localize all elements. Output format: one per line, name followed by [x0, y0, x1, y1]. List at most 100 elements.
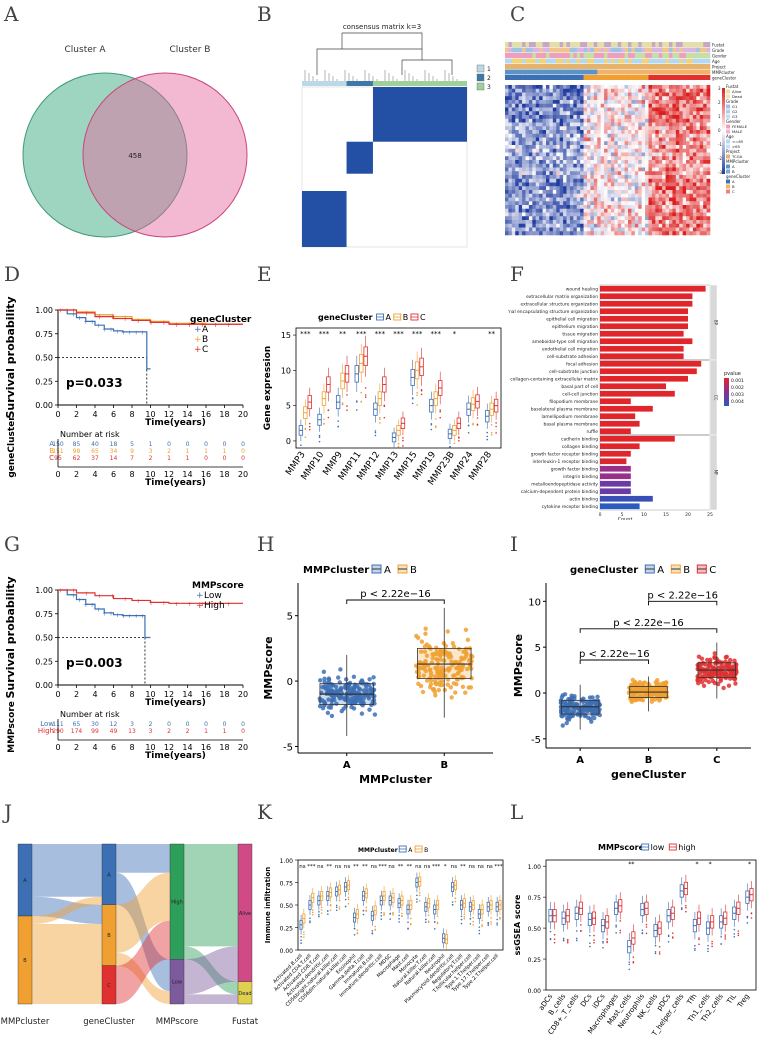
- heatmap-cell: [675, 205, 680, 210]
- annotation-cell: [699, 42, 704, 47]
- comparison-pvalue: p < 2.22e−16: [613, 618, 684, 629]
- heatmap-cell: [542, 145, 547, 150]
- heatmap-cell: [665, 126, 670, 131]
- heatmap-cell: [528, 126, 533, 131]
- km-curve-low: [58, 589, 151, 639]
- heatmap-cell: [679, 130, 683, 135]
- annotation-cell: [634, 75, 639, 80]
- box-outlier: [602, 942, 604, 944]
- annotation-cell: [648, 53, 653, 58]
- annotation-cell: [511, 75, 516, 80]
- heatmap-cell: [542, 103, 547, 108]
- heatmap-cell: [604, 103, 608, 108]
- heatmap-cell: [532, 96, 537, 101]
- heatmap-cell: [692, 111, 697, 116]
- heatmap-cell: [614, 193, 619, 198]
- heatmap-cell: [645, 208, 649, 213]
- km-xtick-label: 0: [55, 690, 60, 699]
- heatmap-cell: [645, 85, 649, 90]
- data-point: [733, 681, 738, 686]
- heatmap-cell: [703, 141, 707, 146]
- heatmap-cell: [546, 85, 550, 90]
- heatmap-cell: [593, 88, 598, 93]
- heatmap-cell: [525, 208, 530, 213]
- heatmap-cell: [600, 208, 605, 213]
- heatmap-cell: [566, 156, 571, 161]
- heatmap-cell: [607, 88, 612, 93]
- annotation-cell: [662, 47, 666, 53]
- annotation-cell: [569, 64, 574, 69]
- annotation-cell: [686, 53, 690, 58]
- heatmap-cell: [505, 156, 509, 161]
- heatmap-cell: [593, 190, 598, 195]
- heatmap-cell: [583, 186, 588, 191]
- heatmap-cell: [528, 205, 533, 210]
- box-outlier: [418, 892, 421, 894]
- risk-row-name: High: [38, 727, 54, 735]
- heatmap-cell: [559, 103, 564, 108]
- bar: [600, 420, 640, 427]
- heatmap-cell: [617, 130, 622, 135]
- heatmap-cell: [641, 205, 646, 210]
- heatmap-cell: [566, 96, 571, 101]
- heatmap-cell: [672, 205, 677, 210]
- annotation-cell: [587, 75, 591, 80]
- heatmap-cell: [566, 88, 571, 93]
- annotation-cell: [583, 75, 588, 80]
- significance-label: **: [362, 864, 368, 870]
- heatmap-cell: [569, 137, 574, 142]
- heatmap-cell: [593, 175, 598, 180]
- heatmap-cell: [610, 208, 615, 213]
- heatmap-cell: [682, 141, 687, 146]
- heatmap-cell: [617, 227, 622, 232]
- heatmap-cell: [703, 175, 707, 180]
- heatmap-cell: [655, 223, 660, 228]
- heatmap-cell: [631, 201, 636, 206]
- heatmap-cell: [679, 212, 683, 217]
- heatmap-cell: [556, 137, 560, 142]
- annotation-cell: [539, 75, 543, 80]
- heatmap-cell: [532, 103, 537, 108]
- annotation-cell: [535, 69, 540, 75]
- annotation-cell: [559, 69, 564, 75]
- annotation-cell: [621, 42, 625, 47]
- annotation-cell: [515, 69, 519, 75]
- annotation-cell: [576, 53, 581, 58]
- heatmap-cell: [542, 220, 547, 225]
- heatmap-cell: [665, 160, 670, 165]
- box-outlier: [658, 951, 661, 953]
- risk-value: 12: [110, 721, 118, 728]
- annotation-cell: [686, 69, 690, 75]
- significance-label: **: [339, 330, 347, 338]
- heatmap-cell: [692, 85, 697, 90]
- heatmap-cell: [535, 175, 540, 180]
- box-outlier: [300, 444, 302, 447]
- dendrogram-branch: [401, 59, 453, 75]
- heatmap-cell: [522, 182, 526, 187]
- heatmap-cell: [573, 186, 578, 191]
- heatmap-cell: [699, 126, 704, 131]
- data-point: [582, 713, 588, 719]
- heatmap-cell: [583, 182, 588, 187]
- annotation-cell: [641, 47, 646, 53]
- heatmap-cell: [522, 148, 526, 153]
- venn-intersection-label: 458: [128, 152, 141, 160]
- heatmap-cell: [621, 130, 625, 135]
- group-label: BP: [714, 320, 719, 326]
- heatmap-cell: [641, 220, 646, 225]
- heatmap-cell: [576, 107, 581, 112]
- heatmap-cell: [515, 182, 519, 187]
- heatmap-cell: [546, 223, 550, 228]
- heatmap-cell: [556, 156, 560, 161]
- heatmap-cell: [542, 115, 547, 120]
- box-outlier: [436, 915, 439, 917]
- heatmap-cell: [621, 193, 625, 198]
- heatmap-cell: [573, 201, 578, 206]
- annotation-cell: [505, 53, 509, 58]
- heatmap-cell: [706, 137, 711, 142]
- heatmap-cell: [569, 156, 574, 161]
- annotation-cell: [573, 64, 578, 69]
- heatmap-cell: [686, 130, 690, 135]
- box-outlier: [487, 921, 490, 924]
- heatmap-cell: [641, 216, 646, 221]
